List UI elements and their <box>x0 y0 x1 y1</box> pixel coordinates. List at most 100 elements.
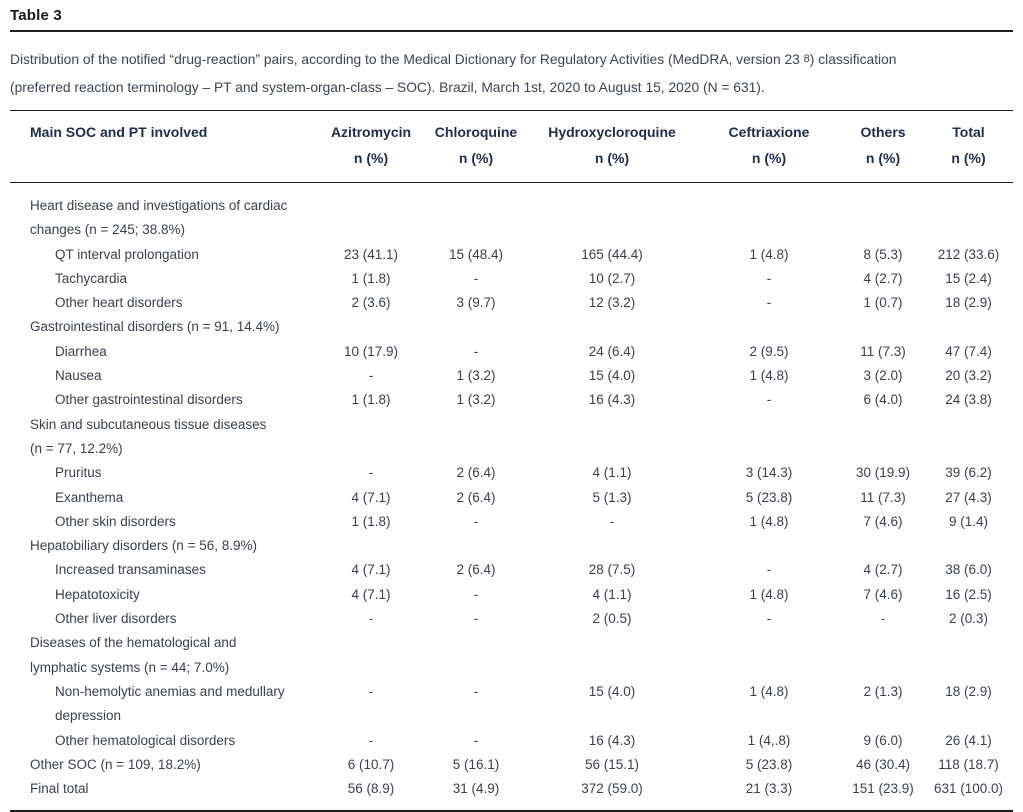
cell-value <box>696 315 842 339</box>
cell-value: 1 (3.2) <box>456 368 496 384</box>
cell-value <box>842 413 924 462</box>
cell-value: 31 (4.9) <box>452 781 500 797</box>
pt-item-row: Exanthema 4 (7.1) 2 (6.4) 5 (1.3) 5 (23.8) 11… <box>10 486 1013 510</box>
cell-value: 118 (18.7) <box>938 756 999 772</box>
cell-value <box>528 631 696 680</box>
column-header-hydroxycloroquine: Hydroxycloroquine n (%) <box>528 110 696 183</box>
cell-value: 15 (2.4) <box>945 270 992 286</box>
table-body: Heart disease and investigations of card… <box>10 183 1013 812</box>
cell-value <box>924 534 1013 558</box>
pt-item-row: Hepatotoxicity 4 (7.1) - 4 (1.1) 1 (4.8) 7 (4… <box>10 583 1013 607</box>
row-label: Other liver disorders <box>55 611 177 627</box>
cell-value: 151 (23.9) <box>852 781 914 797</box>
row-label: Other skin disorders <box>55 513 176 529</box>
row-label: Final total <box>30 781 89 797</box>
cell-value: 15 (48.4) <box>448 246 504 262</box>
cell-value: - <box>766 392 772 408</box>
cell-value: 372 (59.0) <box>581 781 643 797</box>
cell-value: 12 (3.2) <box>588 295 636 311</box>
pt-item-row: Pruritus - 2 (6.4) 4 (1.1) 3 (14.3) 30 (19.9)… <box>10 461 1013 485</box>
cell-value: - <box>473 732 479 748</box>
row-label: Heart disease and investigations of card… <box>30 198 288 238</box>
cell-value: 3 (9.7) <box>456 295 496 311</box>
cell-value: 1 (4.8) <box>749 368 789 384</box>
cell-value: 7 (4.6) <box>863 586 903 602</box>
row-label: Gastrointestinal disorders (n = 91, 14.4… <box>30 319 280 335</box>
cell-value <box>528 315 696 339</box>
cell-value: 2 (1.3) <box>863 683 903 699</box>
cell-value <box>696 631 842 680</box>
cell-value: 24 (6.4) <box>588 343 636 359</box>
table-caption: Distribution of the notified “drug-react… <box>10 45 1013 102</box>
cell-value <box>318 315 424 339</box>
cell-value: 4 (1.1) <box>592 586 632 602</box>
cell-value: 5 (23.8) <box>745 489 793 505</box>
cell-value: 27 (4.3) <box>945 489 992 505</box>
cell-value: 4 (2.7) <box>863 562 903 578</box>
column-header-ceftriaxione: Ceftriaxione n (%) <box>696 110 842 183</box>
cell-value: 1 (3.2) <box>456 392 496 408</box>
cell-value <box>842 631 924 680</box>
cell-value: - <box>368 465 374 481</box>
soc-group-row: Gastrointestinal disorders (n = 91, 14.4… <box>10 315 1013 339</box>
cell-value: 10 (17.9) <box>343 343 399 359</box>
header-row: Main SOC and PT involved Azitromycin n (… <box>10 110 1013 183</box>
cell-value: 7 (4.6) <box>863 513 903 529</box>
cell-value <box>696 534 842 558</box>
cell-value: - <box>473 683 479 699</box>
cell-value: 165 (44.4) <box>581 246 643 262</box>
cell-value <box>696 413 842 462</box>
cell-value: 4 (2.7) <box>863 270 903 286</box>
cell-value: 16 (4.3) <box>588 732 636 748</box>
cell-value: - <box>766 295 772 311</box>
row-label: Other heart disorders <box>55 295 183 311</box>
cell-value: 3 (14.3) <box>745 465 793 481</box>
cell-value <box>696 183 842 243</box>
cell-value: 39 (6.2) <box>945 465 992 481</box>
row-label: Other gastrointestinal disorders <box>55 392 243 408</box>
cell-value: 56 (15.1) <box>584 756 640 772</box>
cell-value: - <box>368 683 374 699</box>
cell-value: 16 (2.5) <box>945 586 992 602</box>
cell-value <box>424 315 528 339</box>
cell-value: - <box>368 611 374 627</box>
cell-value: 2 (6.4) <box>456 562 496 578</box>
cell-value: 30 (19.9) <box>855 465 911 481</box>
cell-value: 4 (7.1) <box>351 489 391 505</box>
pt-item-row: Tachycardia 1 (1.8) - 10 (2.7) - 4 (2.7) 15 (2… <box>10 267 1013 291</box>
row-label: Nausea <box>55 368 102 384</box>
caption-text-start: Distribution of the notified “drug-react… <box>10 52 804 67</box>
row-label: Skin and subcutaneous tissue diseases (n… <box>30 416 267 456</box>
cell-value: 38 (6.0) <box>945 562 992 578</box>
cell-value: - <box>473 270 479 286</box>
cell-value: 20 (3.2) <box>945 368 992 384</box>
cell-value: 1 (0.7) <box>863 295 903 311</box>
cell-value: 5 (16.1) <box>452 756 500 772</box>
soc-group-row: Other SOC (n = 109, 18.2%) 6 (10.7) 5 (16.… <box>10 753 1013 777</box>
cell-value: 56 (8.9) <box>347 781 395 797</box>
cell-value <box>842 315 924 339</box>
cell-value <box>842 183 924 243</box>
cell-value: 21 (3.3) <box>745 781 793 797</box>
drug-reaction-table: Main SOC and PT involved Azitromycin n (… <box>10 110 1013 812</box>
citation-superscript: 8 <box>803 53 810 65</box>
cell-value <box>318 413 424 462</box>
row-label: Exanthema <box>55 489 124 505</box>
cell-value <box>924 631 1013 680</box>
cell-value <box>528 413 696 462</box>
cell-value: 6 (10.7) <box>347 756 395 772</box>
cell-value: 11 (7.3) <box>860 343 906 359</box>
column-header-others: Others n (%) <box>842 110 924 183</box>
cell-value <box>924 413 1013 462</box>
pt-item-row: Other liver disorders - - 2 (0.5) - - 2 (0.3) <box>10 607 1013 631</box>
cell-value: 28 (7.5) <box>588 562 636 578</box>
pt-item-row: Other heart disorders 2 (3.6) 3 (9.7) 12 (3… <box>10 291 1013 315</box>
cell-value: 23 (41.1) <box>343 246 399 262</box>
pt-item-row: QT interval prolongation 23 (41.1) 15 (48.… <box>10 243 1013 267</box>
column-header-soc-pt: Main SOC and PT involved <box>10 110 318 183</box>
cell-value: 10 (2.7) <box>588 270 636 286</box>
column-header-chloroquine: Chloroquine n (%) <box>424 110 528 183</box>
cell-value: 1 (1.8) <box>351 392 391 408</box>
cell-value <box>528 183 696 243</box>
